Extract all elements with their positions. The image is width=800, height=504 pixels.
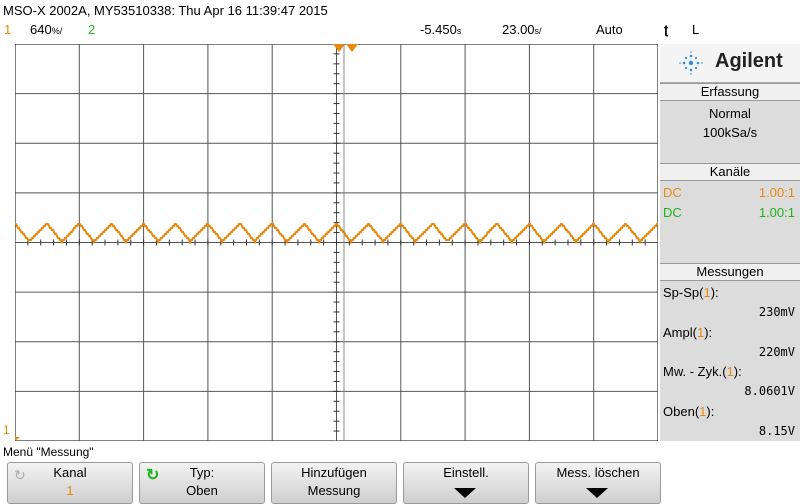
graticule-center-ticks bbox=[15, 44, 658, 441]
agilent-logo: Agilent bbox=[660, 44, 800, 83]
softkey-add-measurement[interactable]: Hinzufügen Messung bbox=[271, 462, 397, 504]
trigger-position-marker-2 bbox=[346, 44, 358, 52]
measurement-name: Oben(1): bbox=[663, 404, 715, 419]
softkey-channel[interactable]: ↻ Kanal 1 bbox=[7, 462, 133, 504]
channel1-trace bbox=[15, 223, 658, 245]
ch2-number[interactable]: 2 bbox=[88, 22, 96, 37]
brand-name: Agilent bbox=[715, 50, 783, 72]
softkey-type[interactable]: ↻ Typ: Oben bbox=[139, 462, 265, 504]
submenu-arrow-icon bbox=[454, 488, 476, 498]
channel1-info: DC 1.00:1 bbox=[663, 185, 795, 200]
time-scale[interactable]: 23.00s/ bbox=[502, 22, 542, 37]
window-title: MSO-X 2002A, MY53510338: Thu Apr 16 11:3… bbox=[3, 3, 328, 18]
menu-title: Menü "Messung" bbox=[3, 445, 94, 459]
softkey-clear-measurements[interactable]: Mess. löschen bbox=[535, 462, 661, 504]
measurement-name: Sp-Sp(1): bbox=[663, 285, 719, 300]
channels-header: Kanäle bbox=[660, 163, 800, 181]
acquisition-header: Erfassung bbox=[660, 83, 800, 101]
measurement-name: Ampl(1): bbox=[663, 325, 713, 340]
channel2-info: DC 1.00:1 bbox=[663, 205, 795, 220]
ch1-ground-marker bbox=[15, 437, 20, 441]
trigger-position-marker bbox=[333, 44, 345, 52]
agilent-spark-icon bbox=[679, 51, 703, 75]
softkey-settings[interactable]: Einstell. bbox=[403, 462, 529, 504]
submenu-arrow-icon bbox=[586, 488, 608, 498]
trigger-edge-icon: ʈ bbox=[664, 22, 669, 37]
side-panel: Agilent Erfassung Normal 100kSa/s Kanäle… bbox=[660, 44, 800, 441]
rotary-knob-icon: ↻ bbox=[146, 467, 160, 484]
measurement-name: Mw. - Zyk.(1): bbox=[663, 364, 742, 379]
ch1-number[interactable]: 1 bbox=[4, 22, 12, 37]
acquisition-mode: Normal bbox=[709, 106, 751, 121]
time-delay[interactable]: -5.450s bbox=[420, 22, 462, 37]
trigger-mode[interactable]: Auto bbox=[596, 22, 623, 37]
sample-rate: 100kSa/s bbox=[702, 125, 758, 140]
ch1-ground-label: 1 bbox=[3, 423, 10, 437]
waveform-display[interactable] bbox=[15, 44, 658, 441]
rotary-knob-icon: ↻ bbox=[14, 467, 26, 483]
ch1-scale[interactable]: 640%/ bbox=[30, 22, 63, 37]
trigger-channel: L bbox=[692, 22, 700, 37]
measurements-header: Messungen bbox=[660, 263, 800, 281]
